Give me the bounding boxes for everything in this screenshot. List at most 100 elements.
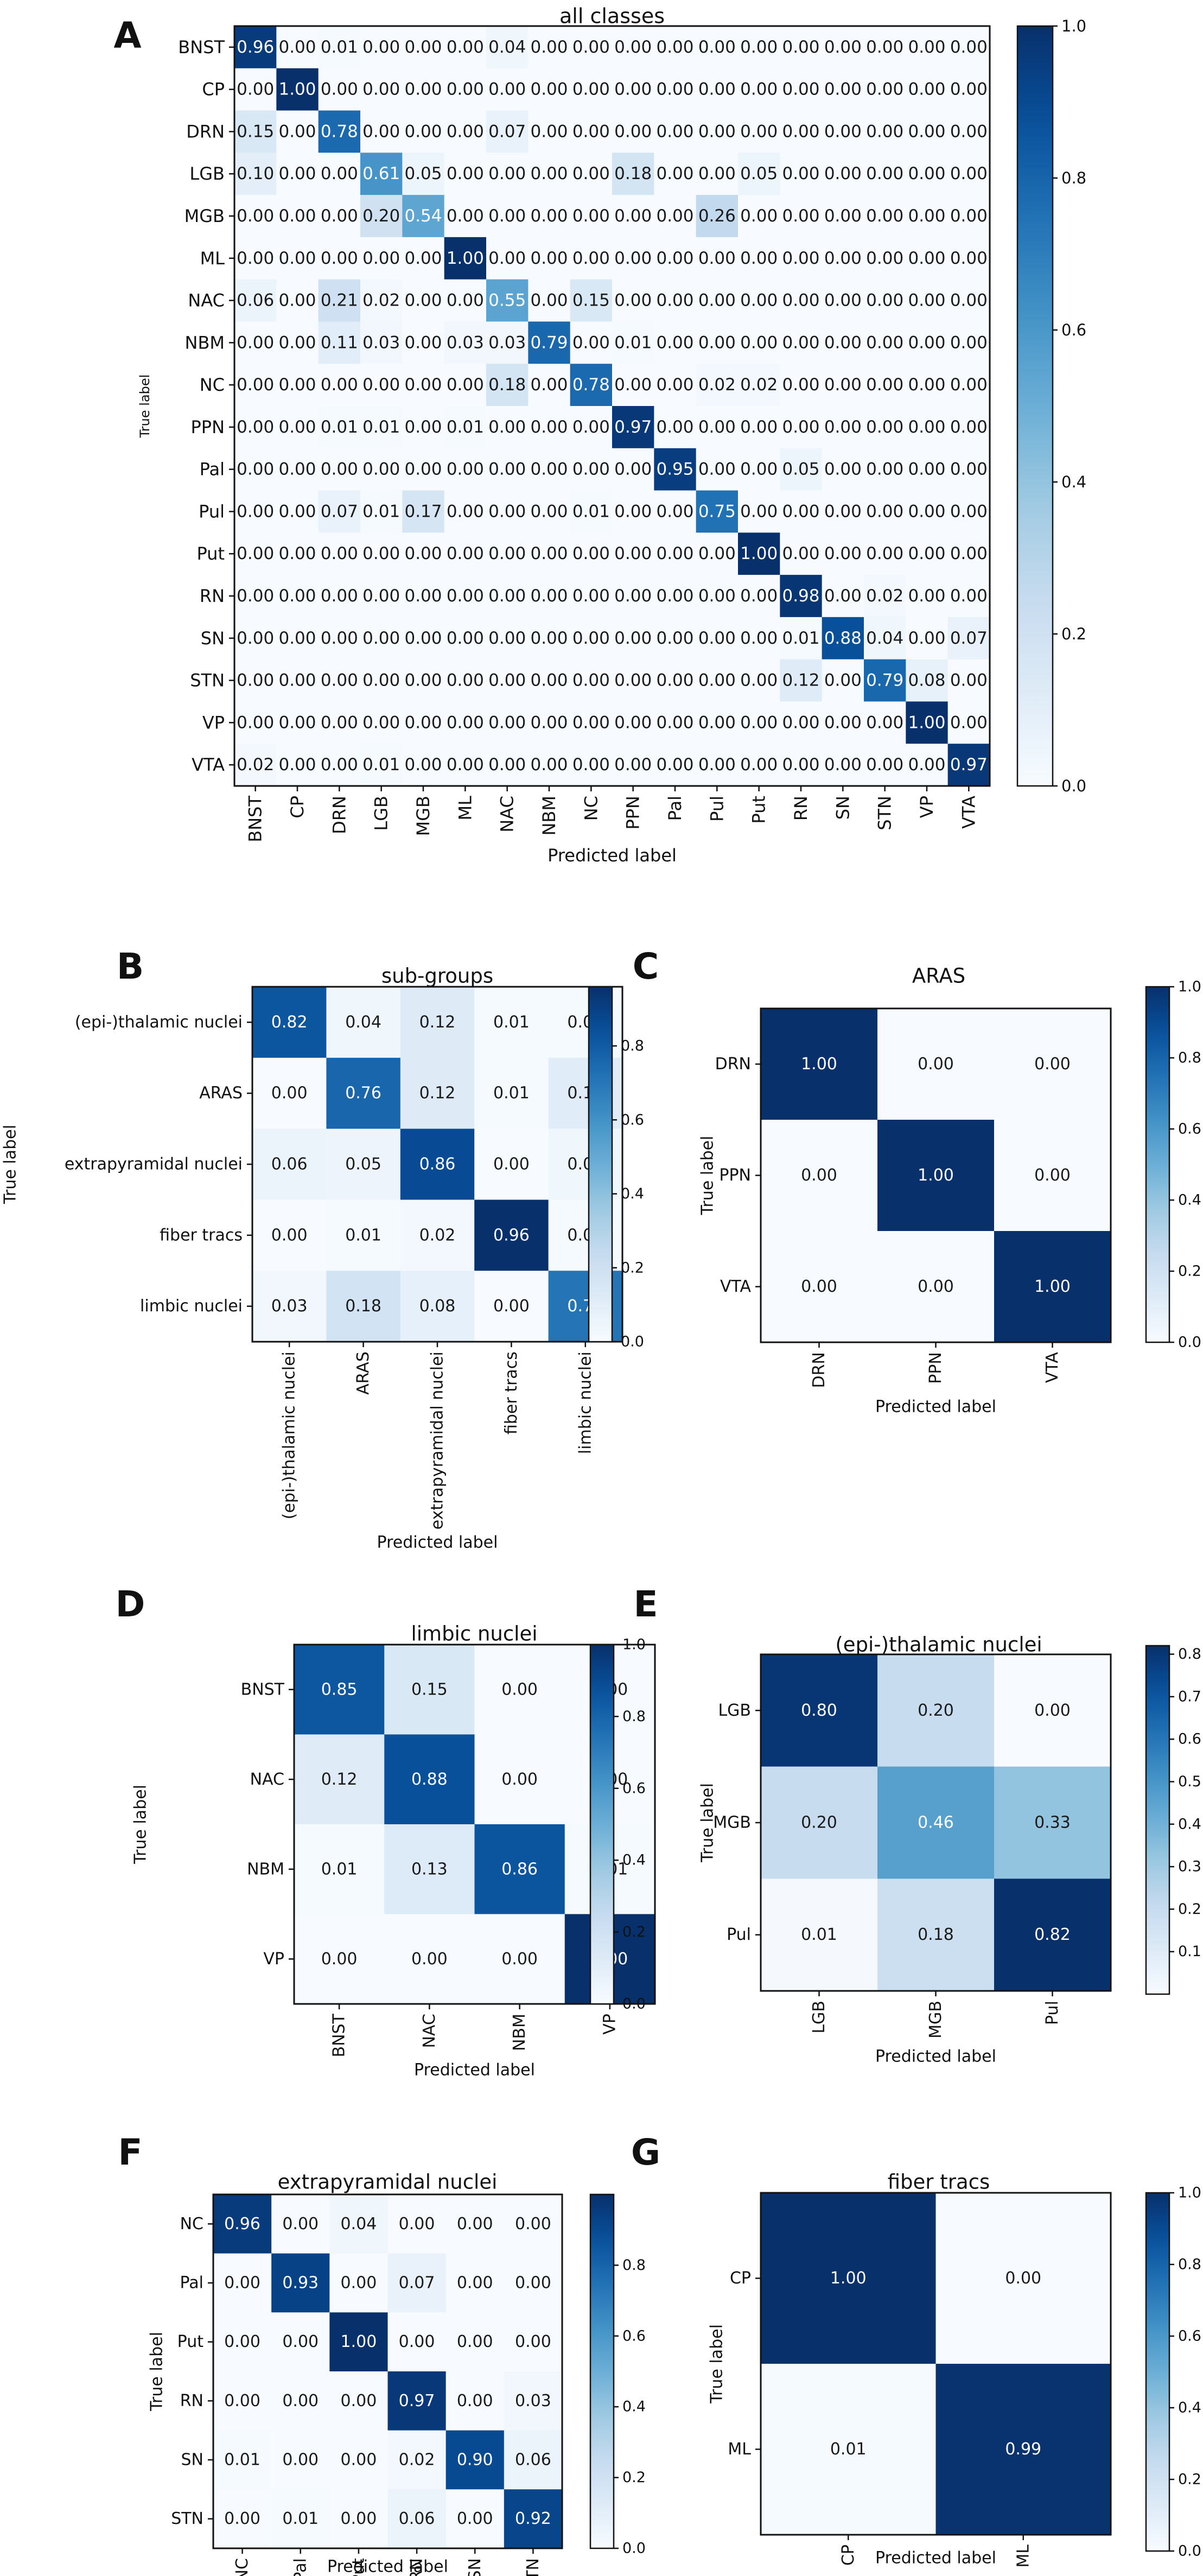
y-tick-label: fiber tracs [160,1226,243,1245]
cell-value-label: 0.21 [321,291,358,310]
y-tick-label: BNST [241,1680,285,1699]
x-tick-label: NAC [497,796,518,833]
heatmap-cell [612,617,654,660]
heatmap-cell [947,279,990,322]
panel-letter: C [633,946,659,987]
heatmap-cell [906,532,949,575]
cell-value-label: 0.00 [404,417,442,437]
cell-value-label: 0.00 [278,713,316,732]
heatmap-cell [486,448,529,491]
x-tick-label: (epi-)thalamic nuclei [280,1352,299,1519]
heatmap-cell [906,364,949,407]
heatmap-cell [271,2253,330,2313]
x-tick-label: ML [1014,2545,1033,2568]
heatmap-cell [276,195,319,238]
cell-value-label: 0.00 [530,206,568,226]
heatmap-cell [738,744,780,786]
cell-value-label: 0.00 [698,37,736,57]
cell-value-label: 0.00 [237,629,274,648]
heatmap-cell [780,153,823,195]
colorbar-tick-label: 0.2 [622,2469,646,2486]
cell-value-label: 0.00 [918,1277,954,1296]
cell-value-label: 0.00 [530,291,568,310]
heatmap-cell [780,448,823,491]
plot-title: fiber tracs [888,2171,990,2194]
cell-value-label: 0.00 [950,291,988,310]
heatmap-cell [360,406,403,449]
heatmap-cell [877,1120,995,1232]
heatmap-cell [360,659,403,702]
heatmap-cell [318,744,361,786]
heatmap-cell [234,744,277,786]
cell-value-label: 0.00 [740,586,778,606]
heatmap-cell [654,195,697,238]
heatmap-cell [360,448,403,491]
heatmap-cell [696,490,739,533]
heatmap-cell [360,321,403,364]
y-tick-label: MGB [184,206,225,226]
cell-value-label: 0.00 [488,417,526,437]
cell-value-label: 0.00 [866,291,903,310]
cell-value-label: 0.00 [740,206,778,226]
heatmap-cell [570,617,613,660]
cell-value-label: 0.00 [740,417,778,437]
cell-value-label: 0.00 [278,206,316,226]
cell-value-label: 0.00 [278,586,316,606]
heatmap-cell [696,321,739,364]
heatmap-cell [360,110,403,153]
heatmap-cell [234,490,277,533]
cell-value-label: 0.00 [515,2274,551,2293]
x-tick-label: SN [466,2558,485,2576]
heatmap-cell [444,659,487,702]
cell-value-label: 0.26 [698,206,736,226]
cell-value-label: 0.00 [572,671,610,690]
cell-value-label: 0.00 [278,629,316,648]
cell-value-label: 0.00 [824,291,862,310]
cell-value-label: 0.00 [447,291,484,310]
heatmap-cell [276,744,319,786]
cell-value-label: 0.01 [345,1226,381,1245]
heatmap-cell [213,2253,272,2313]
cell-value-label: 0.00 [530,713,568,732]
heatmap-cell [570,448,613,491]
cell-value-label: 0.00 [824,544,862,563]
cell-value-label: 0.00 [447,460,484,479]
cell-value-label: 0.00 [404,37,442,57]
heatmap-cell [780,659,823,702]
cell-value-label: 0.00 [950,164,988,183]
heatmap-cell [486,406,529,449]
cell-value-label: 0.18 [488,375,526,395]
heatmap-cell [570,364,613,407]
x-tick-label: BNST [330,2013,349,2057]
cell-value-label: 0.86 [501,1860,538,1879]
colorbar-tick-label: 0.4 [1178,1192,1201,1209]
heatmap-cell [445,2489,505,2549]
y-tick-label: RN [180,2391,203,2410]
cell-value-label: 0.01 [321,1860,358,1879]
cell-value-label: 0.00 [698,80,736,99]
cell-value-label: 0.00 [404,375,442,395]
colorbar-tick-label: 0.6 [1178,1121,1201,1138]
cell-value-label: 0.00 [698,544,736,563]
heatmap-cell [234,364,277,407]
cell-value-label: 0.00 [656,37,693,57]
heatmap-cell [444,617,487,660]
heatmap-cell [864,364,906,407]
cell-value-label: 0.00 [404,586,442,606]
heatmap-cell [906,195,949,238]
heatmap-cell [360,68,403,111]
heatmap-cell [654,68,697,111]
heatmap-cell [570,490,613,533]
cell-value-label: 0.97 [399,2391,435,2410]
heatmap-cell [864,195,906,238]
colorbar [1145,986,1170,1343]
heatmap-cell [864,26,906,69]
y-tick-label: Pul [199,501,225,522]
cell-value-label: 0.00 [321,544,358,563]
heatmap-cell [738,195,780,238]
colorbar-tick-label: 0.8 [1178,2256,1201,2273]
x-tick-label: ML [455,796,475,821]
